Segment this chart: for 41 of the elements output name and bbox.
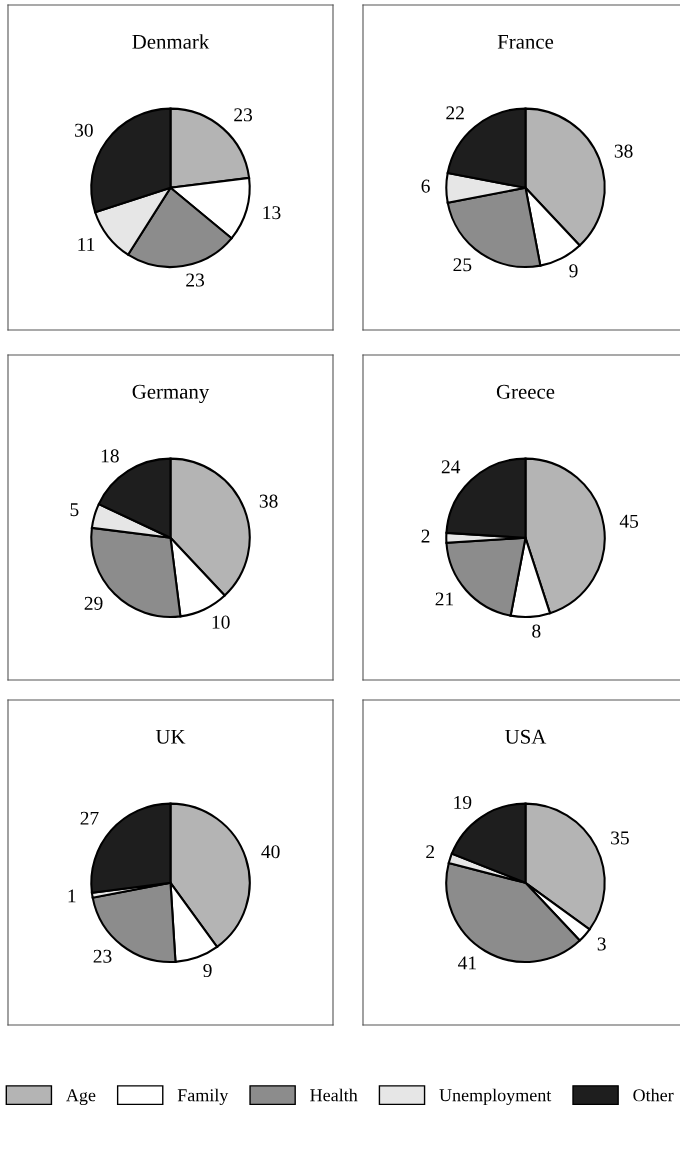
legend-label: Other (633, 1088, 674, 1102)
data-label: 41 (458, 956, 476, 970)
chart-title: Germany (132, 384, 210, 404)
data-label: 40 (261, 845, 280, 859)
data-label: 23 (234, 108, 253, 122)
data-label: 25 (453, 258, 472, 272)
data-label: 2 (421, 529, 430, 543)
data-label: 23 (93, 949, 112, 963)
legend-label: Age (66, 1089, 96, 1106)
data-label: 5 (70, 503, 79, 517)
data-label: 27 (80, 811, 99, 825)
data-label: 38 (614, 144, 633, 158)
data-label: 30 (75, 123, 93, 137)
chart-title: UK (155, 729, 186, 744)
legend-label: Family (177, 1088, 229, 1106)
data-label: 19 (454, 795, 472, 810)
data-label: 9 (203, 964, 212, 978)
data-label: 3 (597, 937, 606, 951)
data-label: 21 (435, 592, 454, 606)
data-label: 24 (441, 460, 461, 474)
data-label: 38 (259, 494, 278, 508)
data-label: 10 (212, 615, 230, 629)
legend-label: Unemployment (439, 1088, 552, 1106)
chart-title: USA (505, 729, 547, 744)
data-label: 2 (426, 845, 435, 859)
data-label: 18 (101, 449, 119, 463)
data-label: 6 (421, 179, 430, 193)
chart-title: Denmark (132, 34, 210, 49)
data-label: 29 (84, 596, 103, 610)
data-label: 23 (186, 273, 205, 287)
data-label: 11 (78, 237, 95, 251)
data-label: 35 (611, 831, 629, 845)
data-label: 9 (569, 264, 578, 278)
data-label: 45 (619, 514, 639, 528)
chart-title: Greece (496, 384, 555, 399)
chart-title: France (497, 34, 554, 49)
legend-label: Health (310, 1088, 358, 1102)
data-label: 22 (446, 106, 464, 120)
data-label: 13 (263, 206, 281, 220)
data-label: 1 (68, 889, 76, 903)
data-label: 8 (532, 624, 541, 638)
